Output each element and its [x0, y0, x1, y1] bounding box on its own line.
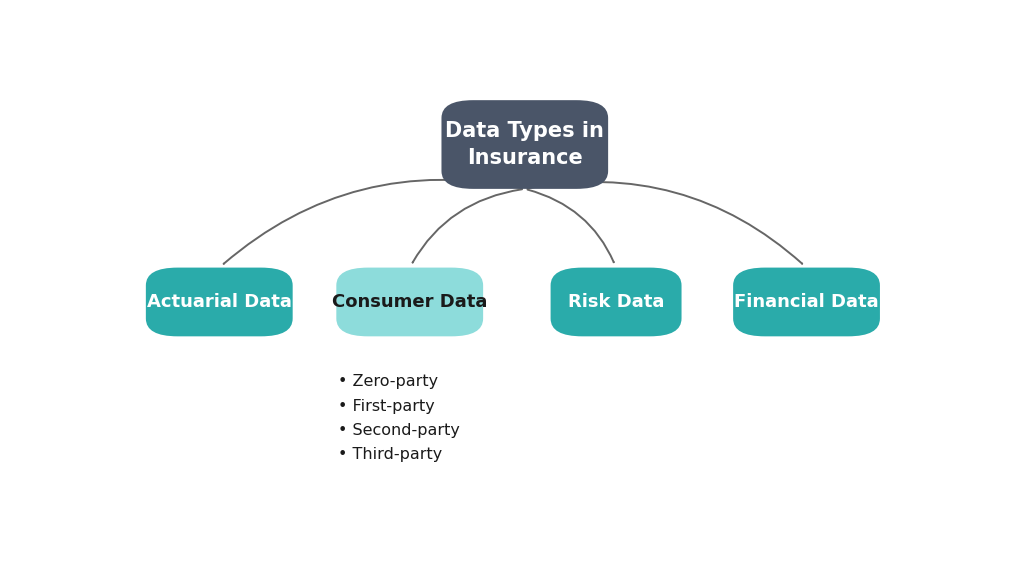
FancyArrowPatch shape: [223, 180, 522, 264]
FancyArrowPatch shape: [413, 190, 522, 263]
FancyBboxPatch shape: [336, 268, 483, 336]
FancyBboxPatch shape: [145, 268, 293, 336]
Text: Actuarial Data: Actuarial Data: [146, 293, 292, 311]
Text: Data Types in
Insurance: Data Types in Insurance: [445, 122, 604, 168]
Text: • Second-party: • Second-party: [338, 423, 460, 438]
FancyBboxPatch shape: [551, 268, 682, 336]
Text: • Third-party: • Third-party: [338, 448, 442, 463]
Text: Consumer Data: Consumer Data: [332, 293, 487, 311]
FancyBboxPatch shape: [441, 100, 608, 189]
Text: Risk Data: Risk Data: [568, 293, 665, 311]
FancyBboxPatch shape: [733, 268, 880, 336]
Text: • Zero-party: • Zero-party: [338, 374, 438, 389]
FancyArrowPatch shape: [527, 190, 613, 262]
FancyArrowPatch shape: [527, 182, 802, 264]
Text: • First-party: • First-party: [338, 399, 435, 414]
Text: Financial Data: Financial Data: [734, 293, 879, 311]
